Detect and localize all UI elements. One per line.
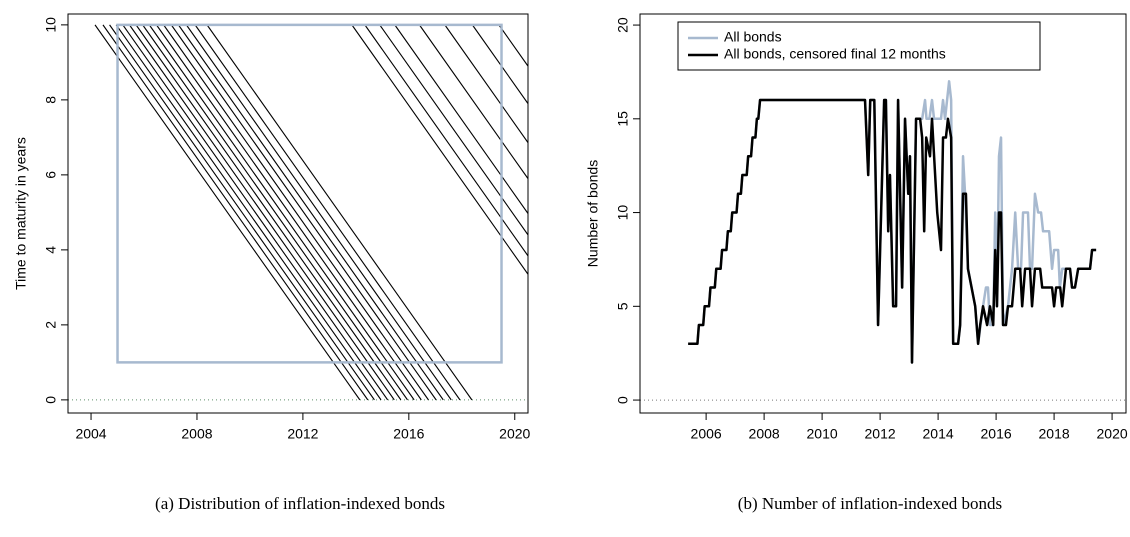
series-line [688,98,1097,364]
x-tick-label: 2016 [393,426,424,442]
x-tick-label: 2008 [749,426,780,442]
legend-box [677,21,1041,71]
x-tick-label: 2006 [691,426,722,442]
y-tick-label: 5 [615,302,631,310]
y-tick-label: 2 [43,321,59,329]
x-tick-label: 2012 [287,426,318,442]
y-tick-label: 10 [43,17,59,33]
y-tick-label: 20 [615,17,631,33]
bond-line [364,24,528,257]
window-box [116,23,503,364]
bond-line [135,24,402,401]
y-tick-label: 4 [43,246,59,254]
legend-label: All bonds [724,29,782,45]
bond-line [122,24,389,401]
y-tick-label: 0 [43,396,59,404]
y-tick-label: 0 [615,396,631,404]
x-tick-label: 2014 [923,426,954,442]
bond-line [156,24,422,401]
plot-frame [67,13,529,414]
x-tick-label: 2020 [1097,426,1128,442]
bond-line [102,24,369,401]
x-tick-label: 2018 [1039,426,1070,442]
bond-line [115,24,382,401]
bond-line [206,24,473,401]
bond-line [498,24,528,68]
y-tick-label: 8 [43,96,59,104]
bond-line [170,24,437,401]
bond-line [109,24,375,401]
bond-line [444,24,528,144]
y-tick-label: 10 [615,205,631,221]
caption: (b) Number of inflation-indexed bonds [738,494,1002,513]
y-tick-label: 6 [43,171,59,179]
bond-line [163,24,429,401]
plot-frame [639,13,1127,414]
bond-line [418,24,528,180]
x-tick-label: 2008 [181,426,212,442]
chart-panel: 2004 2008 2012 2016 2020 0 2 4 6 8 10 Time to matur… [13,13,531,513]
bond-line [185,24,452,401]
caption: (a) Distribution of inflation-indexed bo… [155,494,445,513]
bond-line [148,24,415,401]
y-tick-label: 15 [615,111,631,127]
x-tick-label: 2012 [865,426,896,442]
bond-line [471,24,528,105]
plot-area [640,80,1126,401]
bond-line [94,24,361,401]
plot-area [68,23,528,401]
bond-line [128,24,395,401]
y-axis-label: Number of bonds [585,160,601,267]
y-axis-label: Time to maturity in years [13,137,29,290]
x-tick-label: 2016 [981,426,1012,442]
bond-line [142,24,408,401]
x-tick-label: 2010 [807,426,838,442]
x-tick-label: 2004 [75,426,106,442]
legend-label: All bonds, censored final 12 months [724,46,946,62]
bond-line [351,24,528,276]
x-tick-label: 2020 [499,426,530,442]
bond-line [379,24,528,236]
bond-line [194,24,461,401]
bond-line [177,24,444,401]
bond-line [394,24,528,215]
